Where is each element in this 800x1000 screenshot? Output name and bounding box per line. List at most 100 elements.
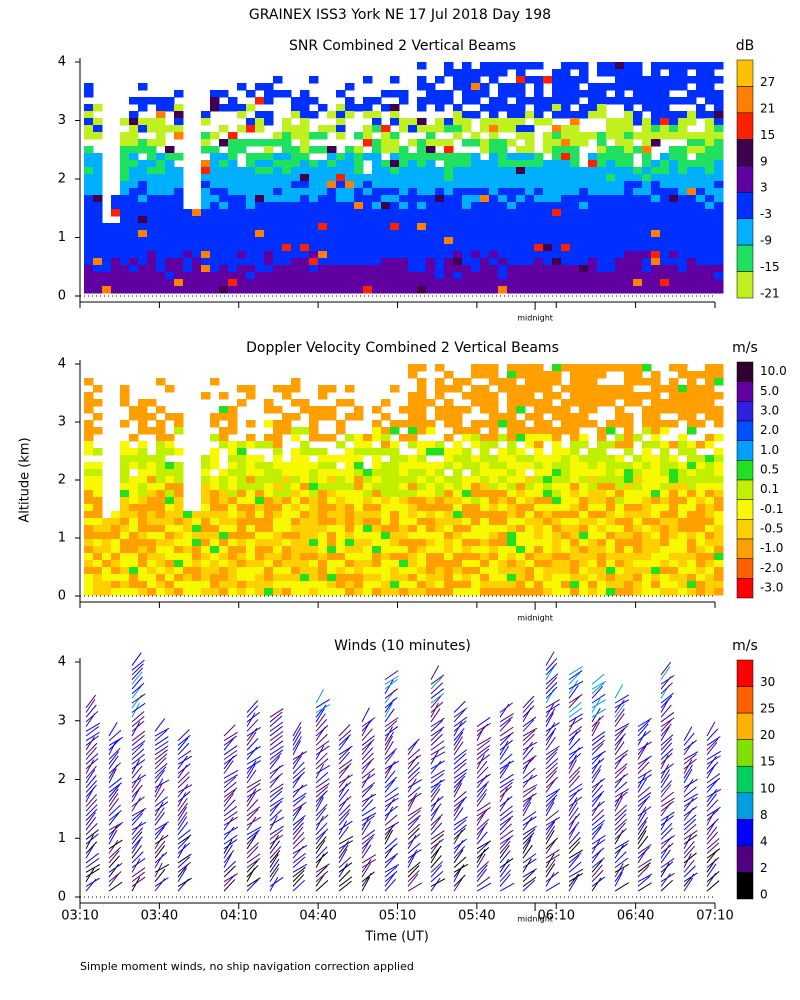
field-cell <box>147 483 157 491</box>
wind-barb <box>223 724 236 737</box>
field-cell <box>624 413 634 421</box>
field-cell <box>705 167 715 175</box>
field-cell <box>291 490 301 498</box>
field-cell <box>606 518 616 526</box>
wind-barb <box>430 783 441 798</box>
wind-barb <box>384 855 396 868</box>
field-cell <box>264 574 274 582</box>
field-cell <box>714 118 724 126</box>
field-cell <box>579 230 589 238</box>
field-cell <box>588 574 598 582</box>
field-cell <box>678 174 688 182</box>
wind-barb <box>361 863 371 878</box>
field-cell <box>669 174 679 182</box>
wind-barb <box>407 767 421 779</box>
field-cell <box>444 504 454 512</box>
field-cell <box>282 279 292 287</box>
field-cell <box>372 518 382 526</box>
field-cell <box>363 174 373 182</box>
field-cell <box>210 258 220 266</box>
wind-barb <box>246 711 261 723</box>
field-cell <box>480 553 490 561</box>
field-cell <box>534 434 544 442</box>
field-cell <box>192 525 202 533</box>
wind-barb <box>315 831 326 845</box>
field-cell <box>678 539 688 547</box>
field-cell <box>174 539 184 547</box>
wind-barb <box>430 870 444 883</box>
field-cell <box>372 181 382 189</box>
field-cell <box>129 455 139 463</box>
field-cell <box>579 286 589 294</box>
field-cell <box>165 518 175 526</box>
field-cell <box>471 76 481 84</box>
wind-barb <box>545 751 558 765</box>
field-cell <box>192 237 202 245</box>
field-cell <box>165 511 175 519</box>
field-cell <box>471 385 481 393</box>
field-cell <box>354 265 364 273</box>
field-cell <box>210 188 220 196</box>
field-cell <box>489 104 499 112</box>
field-cell <box>354 539 364 547</box>
field-cell <box>489 111 499 119</box>
field-cell <box>597 385 607 393</box>
wind-barb <box>246 700 259 713</box>
field-cell <box>93 230 103 238</box>
field-cell <box>246 265 256 273</box>
field-cell <box>669 483 679 491</box>
field-cell <box>417 511 427 519</box>
field-cell <box>507 434 517 442</box>
wind-barb <box>614 766 627 779</box>
colorbar-label: -9 <box>760 234 772 248</box>
field-cell <box>390 455 400 463</box>
field-cell <box>426 525 436 533</box>
field-cell <box>660 237 670 245</box>
field-cell <box>624 490 634 498</box>
field-cell <box>165 230 175 238</box>
wind-barb <box>315 839 326 854</box>
field-cell <box>480 160 490 168</box>
wind-barb <box>476 825 486 840</box>
field-cell <box>102 237 112 245</box>
field-cell <box>579 139 589 147</box>
field-cell <box>408 511 418 519</box>
field-cell <box>309 532 319 540</box>
field-cell <box>660 209 670 217</box>
field-cell <box>408 272 418 280</box>
wind-barb <box>315 790 328 803</box>
field-cell <box>633 434 643 442</box>
field-cell <box>651 258 661 266</box>
field-cell <box>498 574 508 582</box>
wind-barb <box>223 749 238 760</box>
field-cell <box>498 223 508 231</box>
wind-barb <box>476 737 492 746</box>
field-cell <box>552 427 562 435</box>
wind-barb <box>637 731 647 746</box>
field-cell <box>282 574 292 582</box>
field-cell <box>552 441 562 449</box>
field-cell <box>471 504 481 512</box>
field-cell <box>525 553 535 561</box>
wind-barb <box>223 865 236 878</box>
field-cell <box>444 251 454 259</box>
field-cell <box>417 406 427 414</box>
wind-barb <box>292 795 306 807</box>
field-cell <box>462 167 472 175</box>
field-cell <box>426 490 436 498</box>
field-cell <box>678 560 688 568</box>
field-cell <box>363 209 373 217</box>
wind-barb <box>177 784 193 793</box>
field-cell <box>705 125 715 133</box>
wind-barb <box>338 844 349 859</box>
field-cell <box>417 188 427 196</box>
wind-barb <box>292 837 305 850</box>
field-cell <box>147 174 157 182</box>
field-cell <box>507 125 517 133</box>
wind-barb <box>85 780 98 793</box>
field-cell <box>255 202 265 210</box>
field-cell <box>615 546 625 554</box>
field-cell <box>570 525 580 533</box>
field-cell <box>480 462 490 470</box>
field-cell <box>282 462 292 470</box>
